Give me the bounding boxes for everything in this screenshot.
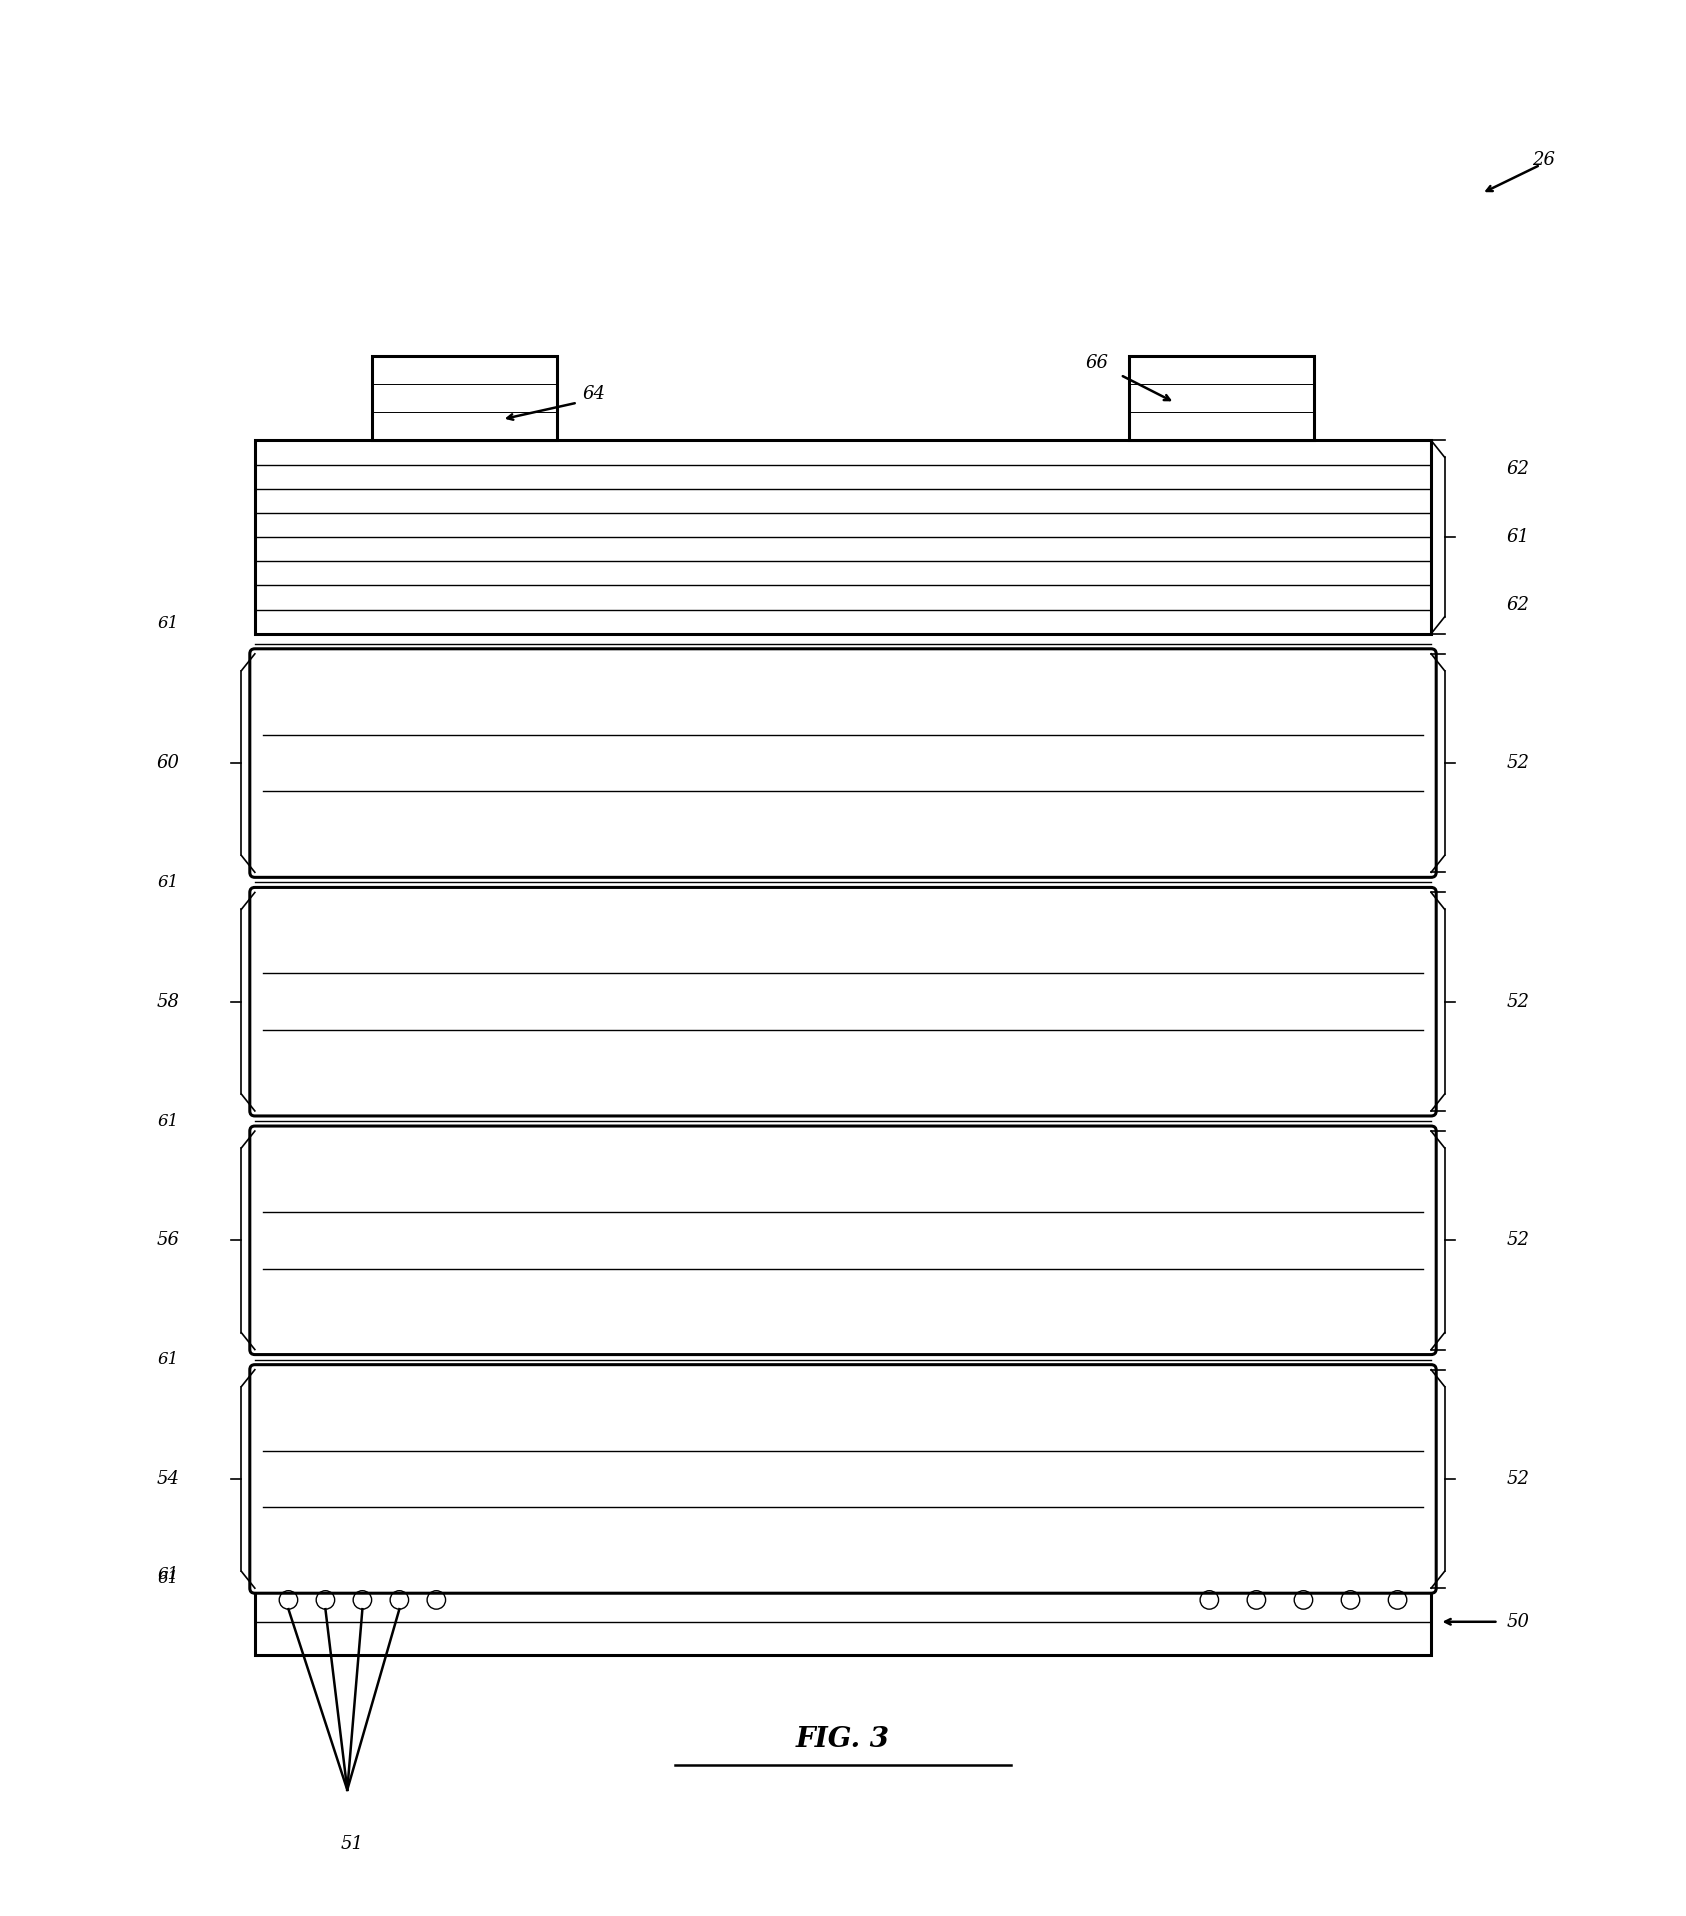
Text: 61: 61 — [158, 874, 179, 891]
Text: 60: 60 — [157, 755, 179, 772]
Text: 56: 56 — [157, 1232, 179, 1249]
Text: 51: 51 — [341, 1836, 364, 1853]
Text: 66: 66 — [1086, 354, 1108, 372]
FancyBboxPatch shape — [250, 650, 1436, 878]
Text: 61: 61 — [158, 615, 179, 632]
Text: 50: 50 — [1507, 1613, 1529, 1631]
Bar — [255, 1588, 1431, 1655]
Text: 61: 61 — [158, 1569, 179, 1586]
Text: 61: 61 — [1507, 529, 1529, 546]
FancyBboxPatch shape — [250, 1127, 1436, 1355]
Text: 52: 52 — [1507, 992, 1529, 1012]
Text: 61: 61 — [158, 1113, 179, 1130]
Text: 54: 54 — [157, 1470, 179, 1489]
Text: 58: 58 — [157, 992, 179, 1012]
Text: 61: 61 — [158, 1351, 179, 1368]
FancyBboxPatch shape — [250, 887, 1436, 1115]
Text: 52: 52 — [1507, 1470, 1529, 1489]
Text: 52: 52 — [1507, 755, 1529, 772]
Text: 62: 62 — [1507, 596, 1529, 613]
Text: FIG. 3: FIG. 3 — [796, 1726, 890, 1753]
Text: 26: 26 — [1533, 151, 1554, 169]
FancyBboxPatch shape — [250, 1364, 1436, 1594]
Text: 64: 64 — [583, 385, 605, 402]
Bar — [373, 356, 558, 441]
Bar — [255, 441, 1431, 634]
Text: 52: 52 — [1507, 1232, 1529, 1249]
Bar — [1128, 356, 1313, 441]
Text: 61: 61 — [158, 1565, 179, 1583]
Text: 62: 62 — [1507, 460, 1529, 479]
